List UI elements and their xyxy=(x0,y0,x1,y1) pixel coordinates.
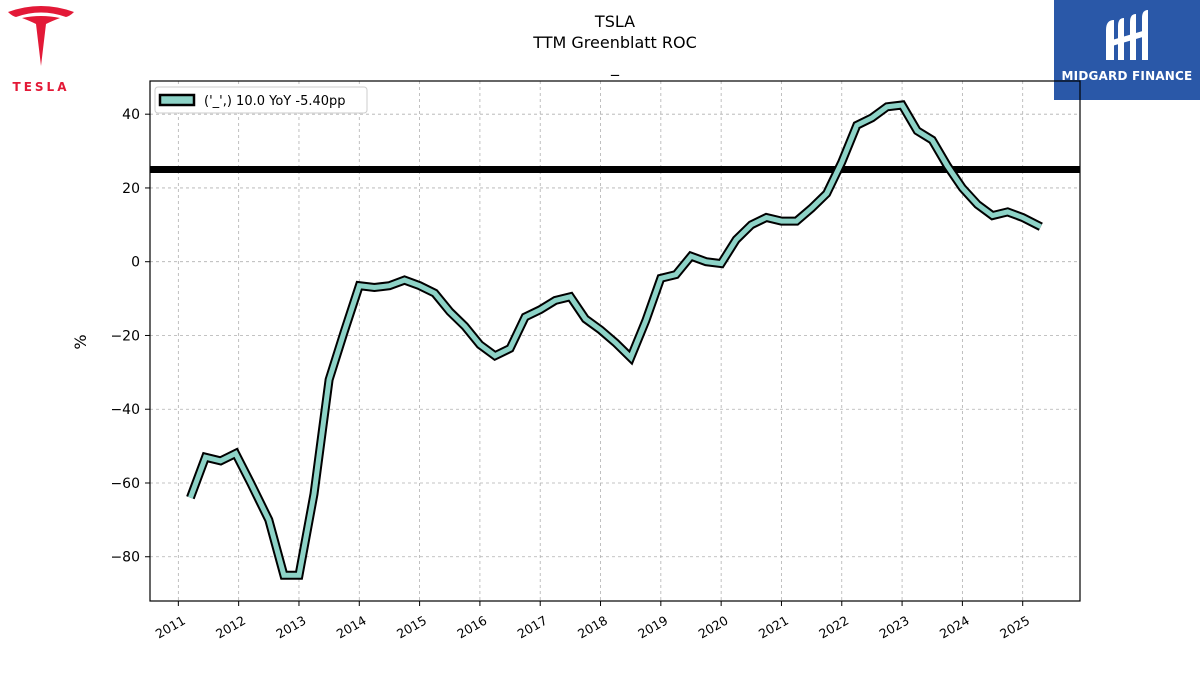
legend-box xyxy=(154,86,368,114)
x-axis-ticks: 2011 2012 2013 2014 2015 2016 2017 2018 2019 2020… xyxy=(153,601,1032,642)
y-tick-label: −60 xyxy=(110,476,140,492)
plot-frame xyxy=(149,80,1081,602)
tesla-wordmark: TESLA xyxy=(12,80,70,94)
x-tick-label: 2024 xyxy=(937,613,972,642)
x-tick-label: 2018 xyxy=(575,613,610,642)
x-tick-label: 2016 xyxy=(454,613,489,642)
y-axis-ticks: −80 −60 −40 −20 0 20 40 xyxy=(110,107,150,566)
series-line xyxy=(188,102,1042,578)
y-tick-label: 20 xyxy=(122,181,140,197)
y-tick-label: −20 xyxy=(110,328,140,344)
x-tick-label: 2019 xyxy=(635,613,670,642)
x-tick-label: 2015 xyxy=(394,613,429,642)
legend: ('_',) 10.0 YoY -5.40pp xyxy=(154,86,368,114)
y-tick-label: 0 xyxy=(131,255,140,271)
midgard-finance-logo: MIDGARD FINANCE xyxy=(1054,0,1200,100)
midgard-wordmark: MIDGARD FINANCE xyxy=(1061,69,1193,83)
tesla-logo: TESLA xyxy=(0,0,82,100)
legend-label: ('_',) 10.0 YoY -5.40pp xyxy=(204,94,346,109)
y-tick-label: −40 xyxy=(110,402,140,418)
x-tick-label: 2017 xyxy=(515,613,550,642)
x-tick-label: 2025 xyxy=(997,613,1032,642)
x-tick-label: 2021 xyxy=(756,613,791,642)
y-tick-label: 40 xyxy=(122,107,140,123)
chart-subsubtitle: _ xyxy=(610,57,620,77)
chart-title: TSLA xyxy=(594,12,635,31)
series-group xyxy=(186,100,1043,580)
y-tick-label: −80 xyxy=(110,550,140,566)
y-axis-label: % xyxy=(71,334,90,349)
x-tick-label: 2013 xyxy=(273,613,308,642)
tesla-t-icon xyxy=(8,6,74,66)
x-tick-label: 2022 xyxy=(816,613,851,642)
x-tick-label: 2014 xyxy=(334,613,369,642)
x-tick-label: 2012 xyxy=(213,613,248,642)
chart-subtitle: TTM Greenblatt ROC xyxy=(532,33,697,52)
x-tick-label: 2011 xyxy=(153,613,188,642)
midgard-emblem-icon xyxy=(1106,10,1148,60)
legend-swatch xyxy=(158,93,196,107)
x-tick-label: 2023 xyxy=(877,613,912,642)
x-tick-label: 2020 xyxy=(696,613,731,642)
